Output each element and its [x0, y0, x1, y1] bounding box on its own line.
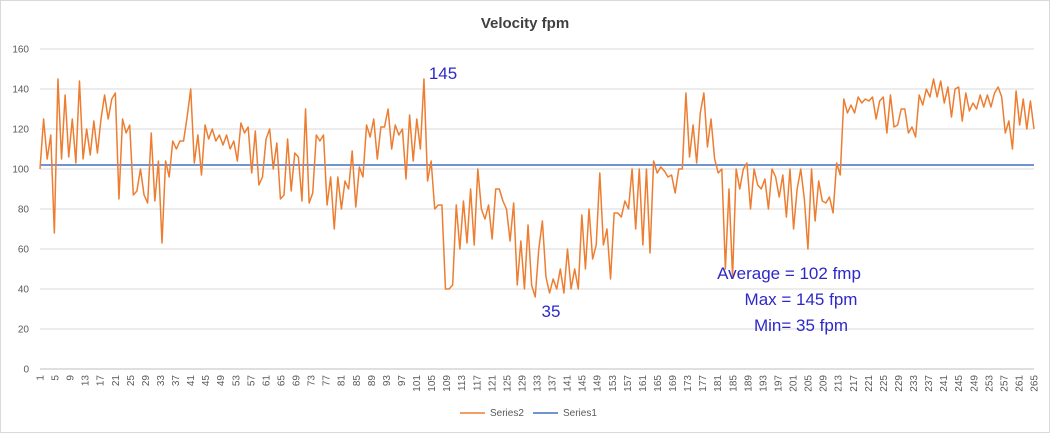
x-tick-label: 69	[292, 375, 303, 387]
x-tick-label: 157	[623, 375, 634, 392]
x-tick-label: 29	[141, 375, 152, 387]
x-tick-label: 161	[638, 375, 649, 392]
y-tick-label: 20	[18, 325, 30, 336]
legend-label-series2: Series2	[490, 408, 524, 419]
x-tick-label: 37	[171, 375, 182, 387]
x-tick-label: 209	[819, 375, 830, 392]
max-point-label: 145	[429, 64, 457, 83]
x-tick-label: 169	[668, 375, 679, 392]
x-tick-label: 61	[261, 375, 272, 387]
x-tick-label: 185	[728, 375, 739, 392]
x-tick-label: 197	[773, 375, 784, 392]
x-tick-label: 233	[909, 375, 920, 392]
y-tick-label: 40	[18, 285, 30, 296]
x-tick-label: 105	[427, 375, 438, 392]
x-tick-label: 53	[231, 375, 242, 387]
legend: Series2 Series1	[460, 408, 597, 419]
x-tick-label: 189	[743, 375, 754, 392]
x-tick-label: 141	[563, 375, 574, 392]
x-tick-label: 1	[36, 375, 47, 381]
x-tick-label: 113	[457, 375, 468, 391]
x-tick-label: 257	[999, 375, 1010, 392]
series-line-series2	[39, 78, 1035, 298]
y-tick-label: 80	[18, 205, 30, 216]
x-tick-label: 237	[924, 375, 935, 392]
y-tick-label: 100	[12, 165, 29, 176]
x-tick-label: 221	[864, 375, 875, 392]
x-tick-label: 153	[608, 375, 619, 392]
x-tick-label: 85	[352, 375, 363, 387]
average-annotation: Average = 102 fmp	[717, 264, 861, 283]
x-tick-label: 133	[533, 375, 544, 392]
y-tick-label: 60	[18, 245, 30, 256]
x-tick-label: 173	[683, 375, 694, 392]
x-tick-label: 149	[593, 375, 604, 392]
x-tick-label: 21	[111, 375, 122, 387]
legend-label-series1: Series1	[563, 408, 597, 419]
x-tick-label: 117	[472, 375, 483, 391]
x-tick-label: 229	[894, 375, 905, 392]
x-tick-label: 93	[382, 375, 393, 387]
x-tick-label: 89	[367, 375, 378, 387]
x-tick-label: 77	[322, 375, 333, 387]
max-annotation: Max = 145 fpm	[745, 290, 858, 309]
x-tick-label: 57	[246, 375, 257, 387]
x-tick-label: 65	[276, 375, 287, 387]
x-tick-label: 5	[51, 375, 62, 381]
x-tick-label: 225	[879, 375, 890, 392]
x-tick-label: 25	[126, 375, 137, 387]
series-layer	[39, 78, 1035, 298]
x-tick-label: 125	[502, 375, 513, 392]
x-tick-label: 193	[758, 375, 769, 392]
x-tick-label: 129	[517, 375, 528, 392]
x-tick-label: 33	[156, 375, 167, 387]
x-axis-ticks: 1 5 9 13 17 21 25 29 33 37 41 45 49 53 57 61 65 69 73 77 81 8…	[36, 375, 1041, 392]
x-tick-label: 17	[96, 375, 107, 387]
x-tick-label: 73	[307, 375, 318, 387]
min-point-label: 35	[542, 302, 561, 321]
x-tick-label: 49	[216, 375, 227, 387]
x-tick-label: 41	[186, 375, 197, 387]
x-tick-label: 253	[984, 375, 995, 392]
x-tick-label: 45	[201, 375, 212, 387]
x-tick-label: 261	[1014, 375, 1025, 392]
x-tick-label: 165	[653, 375, 664, 392]
x-tick-label: 97	[397, 375, 408, 387]
x-tick-label: 13	[81, 375, 92, 387]
chart-title: Velocity fpm	[481, 15, 569, 32]
x-tick-label: 201	[789, 375, 800, 392]
x-tick-label: 181	[713, 375, 724, 392]
x-tick-label: 101	[412, 375, 423, 392]
x-tick-label: 81	[337, 375, 348, 387]
x-tick-label: 213	[834, 375, 845, 392]
y-tick-label: 140	[12, 85, 29, 96]
x-tick-label: 245	[954, 375, 965, 392]
x-tick-label: 177	[698, 375, 709, 392]
x-tick-label: 205	[804, 375, 815, 392]
x-tick-label: 145	[578, 375, 589, 392]
x-tick-label: 137	[548, 375, 559, 392]
x-tick-label: 249	[969, 375, 980, 392]
x-tick-label: 9	[66, 375, 77, 381]
y-tick-label: 0	[23, 365, 29, 376]
y-tick-label: 120	[12, 125, 29, 136]
y-tick-label: 160	[12, 45, 29, 56]
x-tick-label: 217	[849, 375, 860, 392]
min-annotation: Min= 35 fpm	[754, 316, 848, 335]
x-tick-label: 265	[1030, 375, 1041, 392]
x-tick-label: 109	[442, 375, 453, 392]
x-tick-label: 241	[939, 375, 950, 392]
x-tick-label: 121	[487, 375, 498, 392]
y-axis-ticks: 0 20 40 60 80 100 120 140 160	[12, 45, 29, 376]
